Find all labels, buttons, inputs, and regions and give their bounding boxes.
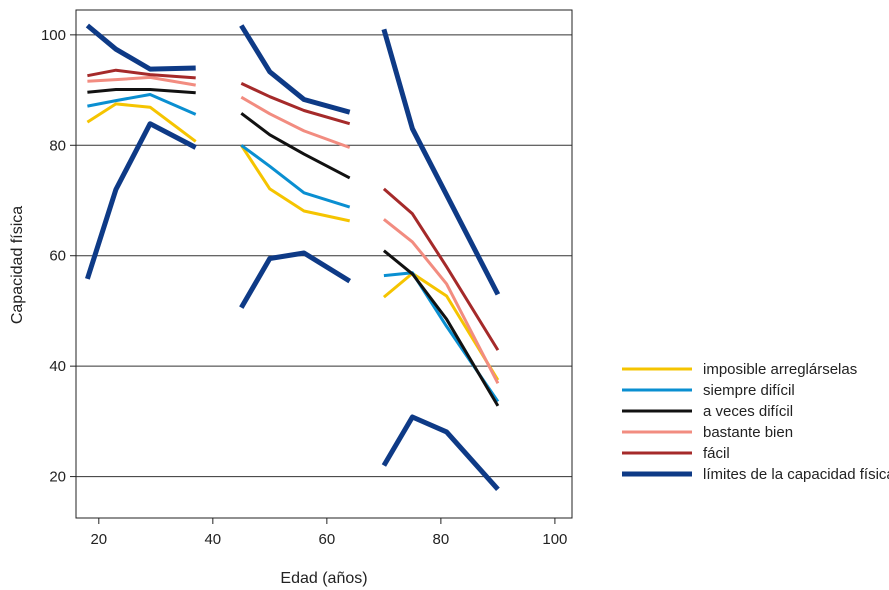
legend-label: imposible arreglárselas [703,361,857,378]
y-tick-label: 80 [49,137,66,154]
series-line [240,82,351,126]
y-tick-label: 100 [41,27,66,44]
x-tick-label: 100 [542,531,567,548]
series-lines [85,23,501,491]
series-line [240,95,351,149]
legend-label: a veces difícil [703,403,793,420]
series-line [85,121,197,280]
legend-label: siempre difícil [703,382,795,399]
y-tick-label: 40 [49,358,66,375]
series-line [87,88,196,95]
y-tick-label: 20 [49,469,66,486]
y-tick-label: 60 [49,248,66,265]
series-line [382,271,500,381]
x-tick-label: 60 [319,531,336,548]
series-group [85,23,501,491]
series-line [240,112,351,180]
series-group [87,93,500,403]
plot-area-frame [75,9,573,519]
y-axis-title: Capacidad física [9,206,26,324]
series-line [240,144,351,223]
series-line [85,23,196,72]
series-line [382,218,500,384]
x-tick-label: 20 [90,531,107,548]
series-line [87,68,196,80]
series-group [87,75,500,384]
series-line [382,249,500,407]
series-line [381,28,501,296]
series-line [382,187,500,351]
axis-ticks: 20 40 60 80 100 20 40 60 80 100 [41,27,567,548]
series-line [239,24,351,115]
series-line [87,93,197,116]
series-line [87,75,196,87]
series-group [87,68,500,351]
series-line [381,414,500,491]
series-line [240,144,351,209]
series-group [87,88,500,407]
series-group [86,102,500,381]
x-tick-label: 40 [204,531,221,548]
legend-label: límites de la capacidad física [703,466,889,483]
legend-label: fácil [703,445,730,462]
x-tick-label: 80 [433,531,450,548]
legend-label: bastante bien [703,424,793,441]
series-line [86,102,197,143]
gridlines [76,34,572,478]
legend: imposible arreglárselas siempre difícil a … [622,361,889,483]
series-line [239,250,352,309]
x-axis-title: Edad (años) [280,570,367,587]
